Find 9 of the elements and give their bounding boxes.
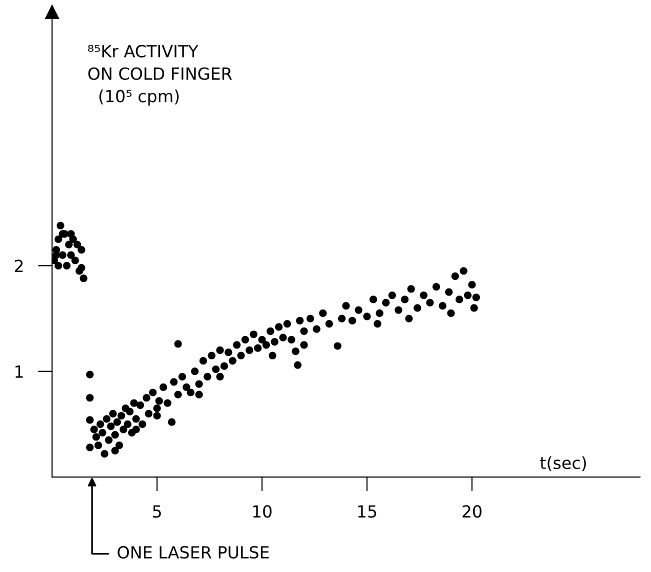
x-tick-label: 15 bbox=[358, 505, 376, 518]
x-tick-label: 10 bbox=[253, 505, 272, 518]
x-tick-label: 5 bbox=[153, 505, 161, 518]
y-tick-label: 2 bbox=[14, 260, 23, 272]
x-axis-title: t(sec) bbox=[540, 456, 586, 472]
y-tick-label: 1 bbox=[16, 366, 23, 378]
y-axis-title: ⁸⁵Kr ACTIVITY ON COLD FINGER (10⁵ cpm) bbox=[88, 44, 232, 106]
x-tick-label: 20 bbox=[462, 505, 482, 518]
text: ONE LASER PULSE bbox=[118, 546, 269, 559]
